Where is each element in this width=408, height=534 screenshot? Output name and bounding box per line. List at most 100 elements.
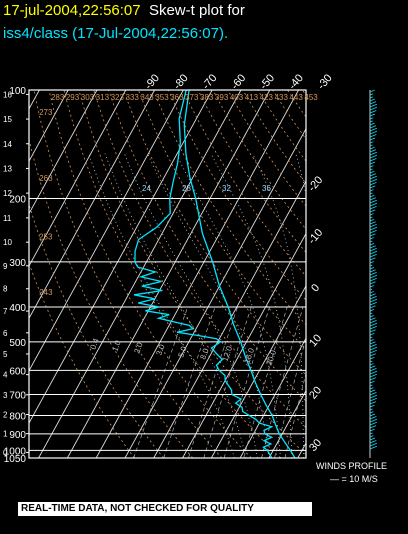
dry-adiabat-line [29,262,135,458]
dry-adiabat-label: 373 [185,93,199,102]
wind-barb [369,197,376,201]
mixing-ratio-line [284,372,306,458]
isotherm-line [268,389,306,458]
dry-adiabat-label: 383 [200,93,214,102]
wind-barb [369,144,373,147]
wind-barb [369,387,374,390]
sounding-datetime: 17-jul-2004,22:56:07 [3,2,141,19]
wind-barb [369,277,377,282]
wind-barb [369,298,378,303]
wind-barb [369,168,373,171]
wind-barb [369,110,377,114]
isotherm-top-label: -60 [229,72,248,92]
wind-barb [369,384,373,387]
wind-barb [369,274,378,279]
dry-adiabat-line [63,90,281,458]
pressure-tick-label: 100 [9,86,26,97]
wind-barb [369,127,377,132]
dry-adiabat-label: 303 [81,93,95,102]
mixing-ratio-label: 0.4 [88,337,100,351]
mixing-ratio-label: 3.0 [154,343,166,357]
height-tick-label: 16 [3,90,12,99]
wind-barb [369,353,376,357]
pressure-tick-label: 900 [9,430,26,441]
axis-labels: 1002003004005006007008009001000105001234… [3,72,335,465]
plot-subtitle: iss4/class (17-Jul-2004,22:56:07). [3,25,229,42]
height-tick-label: 10 [3,238,12,247]
wind-barb [369,305,376,309]
isotherm-top-label: -80 [171,72,190,92]
wind-barb [369,363,374,366]
wind-barb [369,428,375,432]
wind-barb [369,158,377,162]
wind-barb [369,242,375,246]
wind-barb [369,293,376,297]
wind-barb [369,189,374,192]
dry-adiabat-label: 283 [51,93,65,102]
wind-barb [369,199,377,204]
isotherm-line [124,127,306,458]
wind-barb [369,281,376,285]
isotherm-line [182,232,306,458]
dry-adiabat-label: 363 [170,93,184,102]
wind-barb [369,237,374,240]
wind-barb [369,206,377,210]
wind-barb [369,185,376,189]
wind-barb [369,392,377,396]
mixing-ratio-label: 2.0 [132,341,144,355]
wind-barb [369,130,378,135]
isotherm-line [327,90,408,458]
wind-barb [369,101,377,105]
height-tick-label: 15 [3,115,12,124]
isobars [29,89,306,459]
wind-barb [369,425,377,429]
wind-barb [369,226,378,231]
wind-barb [369,125,377,129]
wind-barb [369,257,376,261]
wind-barb [369,322,378,327]
mixing-ratio-label: 12.0 [220,344,234,362]
isotherm-top-label: -90 [143,72,162,92]
isotherm-right-label: 20 [307,384,324,401]
wind-barb [369,416,377,420]
isotherm-right-label: -10 [306,227,325,247]
dry-adiabat-label: 253 [39,233,53,242]
dry-adiabat-label: 313 [96,93,110,102]
height-tick-label: 12 [3,189,12,198]
pressure-tick-label: 700 [9,391,26,402]
pressure-tick-label: 400 [9,303,26,314]
wind-barb [369,344,377,348]
quality-warning: REAL-TIME DATA, NOT CHECKED FOR QUALITY [18,502,312,516]
isotherm-line [239,337,306,458]
wind-barb [369,233,376,237]
wind-barb [369,312,373,315]
dry-adiabat-line [123,90,306,376]
wind-barb [369,309,375,312]
height-tick-label: 6 [3,329,8,338]
wind-barb [369,221,376,225]
dry-adiabat-label: 393 [215,93,229,102]
dry-adiabat-line [257,90,306,162]
wind-barb [369,137,376,141]
dry-adiabat-label: 433 [275,93,289,102]
dry-adiabat-line [242,90,306,185]
wind-barb [369,245,376,249]
pressure-tick-label: 800 [9,411,26,422]
wind-barb [369,120,373,123]
moist-adiabat-label: 32 [222,184,231,193]
dry-adiabat-label: 293 [66,93,80,102]
isotherm-right-label: 30 [307,437,324,454]
wind-barb [369,271,377,276]
wind-barb [369,401,377,405]
moist-adiabat-line [88,153,235,458]
plot-frame [28,89,307,459]
height-tick-label: 14 [3,140,12,149]
isotherm-line [29,90,69,163]
dry-adiabat-label: 443 [289,93,303,102]
height-tick-label: 13 [3,164,12,173]
wind-barb [369,209,376,213]
wind-barb [369,213,374,216]
dry-adiabat-label: 323 [111,93,125,102]
wind-barb [369,320,377,324]
